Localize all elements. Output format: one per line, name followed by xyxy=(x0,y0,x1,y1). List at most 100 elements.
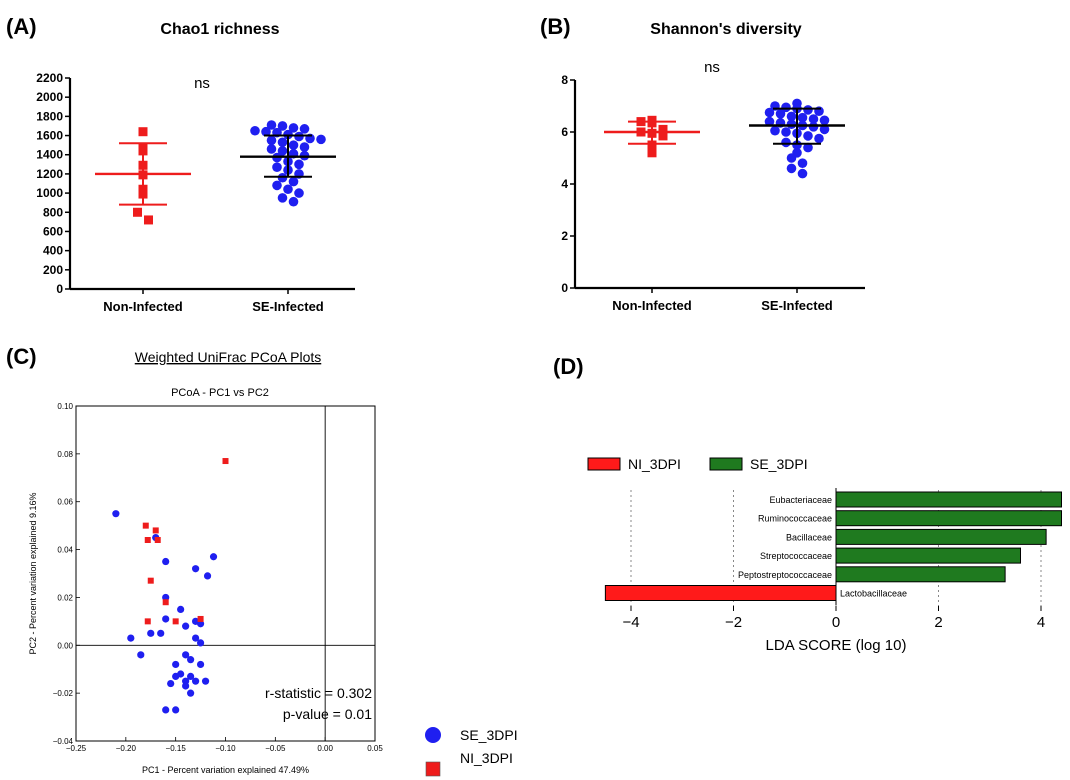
data-point-square xyxy=(144,215,153,225)
pcoa-point-se-3dpi xyxy=(187,689,195,697)
legend-swatch-ni-3dpi xyxy=(587,457,621,471)
y-tick-label: 800 xyxy=(43,205,63,219)
pcoa-point-se-3dpi xyxy=(201,677,210,685)
y-tick-label: 1200 xyxy=(36,167,63,181)
lda-bar xyxy=(835,547,1021,564)
x-tick-label: 2 xyxy=(934,614,942,631)
pcoa-point-ni-3dpi xyxy=(144,618,151,625)
data-point-circle xyxy=(781,137,791,148)
pcoa-point-ni-3dpi xyxy=(154,537,161,543)
data-point-circle xyxy=(803,131,813,141)
data-point-circle xyxy=(294,159,304,170)
lda-bar-label: Ruminococcaceae xyxy=(758,514,832,524)
data-point-circle xyxy=(250,125,260,136)
data-point-circle xyxy=(277,146,288,156)
data-point-circle xyxy=(803,105,813,115)
panel-d: (D) Eubacteriaceae Ruminococcaceae Bacilla… xyxy=(553,354,1062,654)
pcoa-point-se-3dpi xyxy=(157,629,165,637)
y-tick-label: 0.02 xyxy=(57,593,73,602)
data-point-circle xyxy=(277,137,288,148)
pcoa-point-ni-3dpi xyxy=(142,522,149,529)
data-point-circle xyxy=(770,125,780,136)
data-point-circle xyxy=(786,163,797,174)
legend-marker-se-3dpi xyxy=(425,727,441,743)
y-tick-label: −0.04 xyxy=(53,737,74,746)
panel-c-heading: Weighted UniFrac PCoA Plots xyxy=(135,349,322,365)
panel-c: (C) Weighted UniFrac PCoA Plots PCoA - P… xyxy=(6,344,518,777)
data-point-circle xyxy=(819,115,830,126)
panel-c-plot-title: PCoA - PC1 vs PC2 xyxy=(171,387,269,399)
data-point-circle xyxy=(288,123,299,133)
lda-bar-label: Bacillaceae xyxy=(786,532,832,542)
pcoa-point-se-3dpi xyxy=(112,510,120,518)
x-tick-label: Non-Infected xyxy=(103,299,183,314)
data-point-circle xyxy=(792,140,802,150)
x-tick-label: −0.15 xyxy=(166,744,187,753)
data-point-circle xyxy=(261,126,271,137)
x-tick-label: SE-Infected xyxy=(761,298,833,313)
x-tick-label: −0.05 xyxy=(265,744,286,753)
pcoa-point-se-3dpi xyxy=(182,682,190,690)
x-tick-label: −4 xyxy=(622,614,639,631)
pcoa-point-se-3dpi xyxy=(182,651,190,659)
data-point-circle xyxy=(266,120,277,130)
y-tick-label: −0.02 xyxy=(53,689,74,698)
data-point-circle xyxy=(814,133,824,144)
data-point-circle xyxy=(764,107,775,118)
y-tick-label: 0.10 xyxy=(57,402,73,411)
plot-c: −0.25 −0.20 −0.15 −0.10 −0.05 0.00 0.05 −0.04 −0… xyxy=(28,402,383,775)
pcoa-point-se-3dpi xyxy=(177,605,185,613)
data-point-circle xyxy=(797,168,808,179)
x-tick-label: 0.00 xyxy=(317,744,333,753)
pcoa-point-ni-3dpi xyxy=(152,527,159,534)
panel-a-title: Chao1 richness xyxy=(160,21,279,38)
x-tick-label: Non-Infected xyxy=(612,298,692,313)
lda-bar-label: Eubacteriaceae xyxy=(769,495,832,505)
data-point-circle xyxy=(781,127,791,137)
data-point-circle xyxy=(299,142,310,152)
y-tick-label: 2200 xyxy=(36,71,63,85)
x-tick-label: −0.20 xyxy=(116,744,137,753)
pcoa-point-se-3dpi xyxy=(162,706,170,714)
data-point-square xyxy=(658,124,668,134)
data-point-circle xyxy=(272,180,282,191)
pcoa-point-se-3dpi xyxy=(172,672,180,680)
pcoa-point-se-3dpi xyxy=(137,651,145,659)
y-tick-label: 1600 xyxy=(36,129,63,143)
data-point-circle xyxy=(277,121,288,131)
y-tick-label: 0 xyxy=(561,281,568,295)
pcoa-point-ni-3dpi xyxy=(172,618,179,625)
data-point-circle xyxy=(272,162,282,172)
x-tick-label: 0 xyxy=(832,614,840,631)
data-point-circle xyxy=(294,188,304,198)
legend-swatch-se-3dpi xyxy=(709,457,743,471)
y-tick-label: 6 xyxy=(561,125,568,139)
data-point-circle xyxy=(764,116,775,127)
panel-c-letter: (C) xyxy=(6,344,37,369)
data-point-circle xyxy=(803,142,813,153)
data-point-circle xyxy=(266,144,277,154)
y-tick-label: 8 xyxy=(561,73,568,87)
y-tick-label: 1800 xyxy=(36,109,63,123)
pcoa-point-se-3dpi xyxy=(187,656,195,664)
y-tick-label: 2 xyxy=(561,229,568,243)
lda-bar xyxy=(835,491,1062,508)
y-tick-label: 2000 xyxy=(36,90,63,104)
y-tick-label: 400 xyxy=(43,244,63,258)
pcoa-point-se-3dpi xyxy=(172,706,180,714)
data-point-circle xyxy=(299,124,310,134)
pcoa-point-se-3dpi xyxy=(187,672,195,680)
y-tick-label: 0.04 xyxy=(57,546,73,555)
legend-label-se-3dpi: SE_3DPI xyxy=(460,727,518,743)
x-axis-title: LDA SCORE (log 10) xyxy=(766,637,907,654)
data-point-circle xyxy=(277,193,288,203)
data-point-circle xyxy=(797,158,808,168)
pcoa-point-se-3dpi xyxy=(196,639,205,647)
legend-marker-ni-3dpi xyxy=(425,761,441,777)
lda-bar xyxy=(835,528,1047,545)
data-point-circle xyxy=(819,124,830,135)
r-statistic-label: r-statistic = 0.302 xyxy=(265,685,372,701)
pcoa-point-se-3dpi xyxy=(192,677,200,685)
x-tick-label: −0.25 xyxy=(66,744,87,753)
